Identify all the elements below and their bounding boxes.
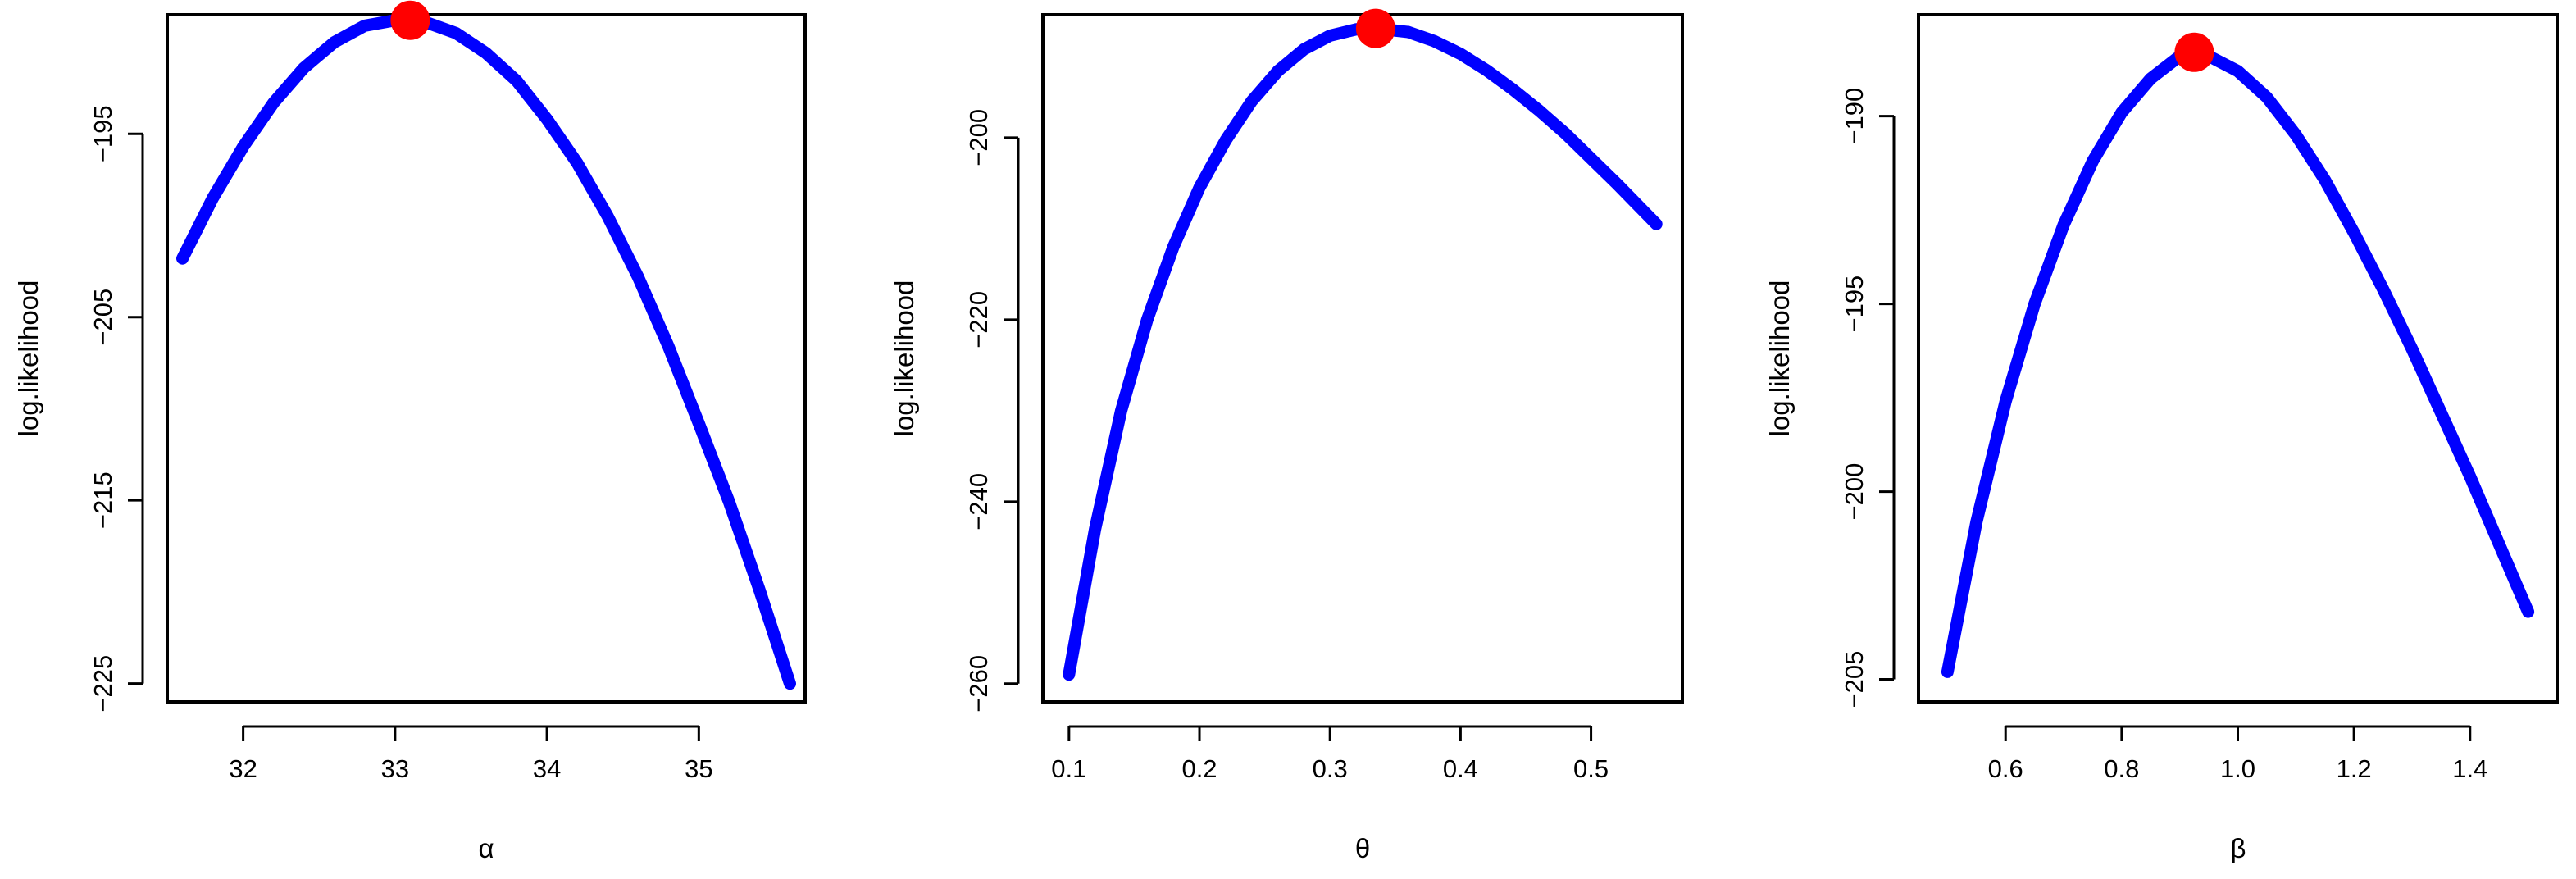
y-tick-label: −240 <box>964 473 993 531</box>
y-tick-label: −260 <box>964 655 993 713</box>
panel-beta: 0.6 0.8 1.0 1.2 1.4 −190 −195 −200 −205 β log.li… <box>1764 13 2559 863</box>
mark-group <box>176 0 796 690</box>
y-tick-label: −195 <box>1840 276 1868 333</box>
x-tick-label: 0.5 <box>1573 754 1609 783</box>
likelihood-curve <box>1941 46 2535 678</box>
x-tick-label: 0.1 <box>1051 754 1086 783</box>
x-tick-label: 0.6 <box>1988 754 2023 783</box>
y-axis-title: log.likelihood <box>1764 280 1795 437</box>
plot-frame <box>166 13 807 704</box>
y-tick-label: −200 <box>964 109 993 166</box>
y-tick-label: −205 <box>89 289 117 346</box>
tick-group: 0.1 0.2 0.3 0.4 0.5 −200 −220 −240 −260 <box>964 109 1609 783</box>
x-tick-label: 32 <box>229 754 257 783</box>
x-tick-label: 1.0 <box>2220 754 2255 783</box>
y-axis-title: log.likelihood <box>13 280 43 437</box>
y-tick-label: −190 <box>1840 88 1868 145</box>
x-tick-label: 1.4 <box>2452 754 2487 783</box>
y-axis-title: log.likelihood <box>889 280 919 437</box>
x-tick-label: 34 <box>533 754 561 783</box>
x-tick-label: 33 <box>381 754 409 783</box>
max-point-marker <box>390 0 430 40</box>
plot-frame <box>1917 13 2559 704</box>
y-tick-label: −200 <box>1840 463 1868 521</box>
mark-group <box>1063 8 1663 681</box>
y-tick-label: −220 <box>964 291 993 348</box>
mark-group <box>1941 32 2535 678</box>
likelihood-curve <box>176 14 796 690</box>
x-tick-label: 0.3 <box>1313 754 1348 783</box>
x-tick-label: 0.8 <box>2104 754 2139 783</box>
x-axis-title: θ <box>1355 833 1370 863</box>
max-point-marker <box>2174 32 2214 72</box>
x-tick-label: 0.2 <box>1181 754 1217 783</box>
x-tick-label: 35 <box>685 754 712 783</box>
x-axis-title: β <box>2231 833 2246 863</box>
y-tick-label: −215 <box>89 471 117 529</box>
x-tick-label: 1.2 <box>2337 754 2372 783</box>
max-point-marker <box>1355 8 1395 48</box>
tick-group: 32 33 34 35 −195 −205 −215 −225 <box>89 105 713 783</box>
y-tick-label: −205 <box>1840 651 1868 708</box>
tick-group: 0.6 0.8 1.0 1.2 1.4 −190 −195 −200 −205 <box>1840 88 2487 783</box>
panel-theta: 0.1 0.2 0.3 0.4 0.5 −200 −220 −240 −260 θ log.li… <box>889 8 1684 863</box>
panel-alpha: 32 33 34 35 −195 −205 −215 −225 α log.likelihoo… <box>13 0 807 863</box>
y-tick-label: −195 <box>89 105 117 162</box>
x-tick-label: 0.4 <box>1443 754 1478 783</box>
y-tick-label: −225 <box>89 655 117 713</box>
x-axis-title: α <box>478 833 494 863</box>
likelihood-curve <box>1063 22 1663 681</box>
